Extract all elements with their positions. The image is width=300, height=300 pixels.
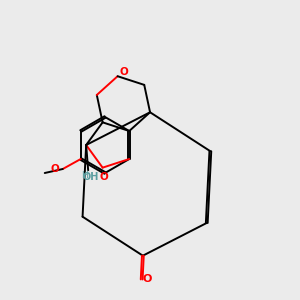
Text: O: O (99, 172, 108, 182)
Text: O: O (119, 67, 128, 77)
Text: OH: OH (83, 172, 99, 182)
Text: O: O (50, 164, 59, 174)
Text: H: H (81, 171, 88, 180)
Text: O: O (143, 274, 152, 284)
